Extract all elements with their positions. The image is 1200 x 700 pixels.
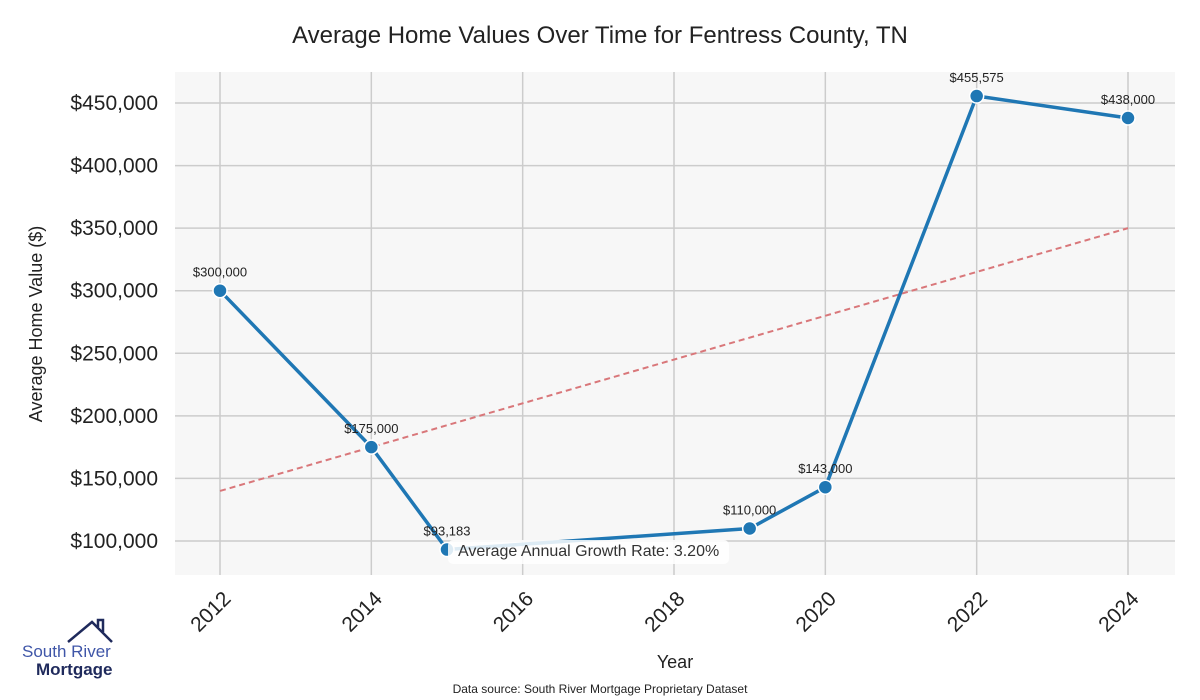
data-point (817, 479, 834, 495)
trend-line (219, 227, 1129, 492)
data-point (741, 520, 758, 537)
x-tick-label: 2016 (489, 587, 538, 636)
x-tick-label: 2022 (943, 587, 992, 636)
data-label: $143,000 (798, 461, 852, 476)
chart-title: Average Home Values Over Time for Fentre… (292, 22, 908, 49)
y-tick-label: $150,000 (70, 467, 158, 490)
y-tick-label: $100,000 (70, 530, 158, 553)
x-axis-label: Year (657, 652, 693, 672)
data-source: Data source: South River Mortgage Propri… (452, 682, 748, 696)
y-tick-label: $400,000 (70, 155, 158, 178)
data-point (212, 282, 228, 299)
logo-line2: Mortgage (36, 660, 113, 679)
data-label: $93,183 (424, 524, 471, 539)
x-tick-label: 2020 (792, 587, 841, 636)
data-label: $175,000 (344, 421, 398, 436)
y-tick-label: $350,000 (70, 217, 158, 240)
house-roof-icon (67, 618, 113, 643)
y-tick-label: $450,000 (70, 92, 158, 115)
data-label: $300,000 (193, 265, 247, 280)
x-tick-label: 2012 (186, 587, 235, 636)
data-label: $438,000 (1101, 92, 1155, 107)
y-tick-label: $200,000 (70, 405, 158, 428)
y-tick-label: $250,000 (70, 342, 158, 365)
data-point (363, 439, 380, 455)
data-point (1120, 110, 1136, 126)
y-tick-label: $300,000 (70, 280, 158, 303)
company-logo: South River Mortgage (20, 618, 120, 682)
data-label: $110,000 (723, 502, 776, 517)
data-point (968, 88, 985, 104)
y-axis-label: Average Home Value ($) (26, 226, 46, 422)
growth-rate-annotation: Average Annual Growth Rate: 3.20% (448, 540, 730, 564)
x-tick-label: 2024 (1094, 587, 1144, 637)
x-tick-label: 2014 (338, 587, 388, 637)
x-tick-label: 2018 (640, 587, 689, 636)
plot-area (175, 72, 1175, 575)
data-label: $455,575 (950, 70, 1004, 85)
logo-line1: South River (22, 642, 111, 661)
